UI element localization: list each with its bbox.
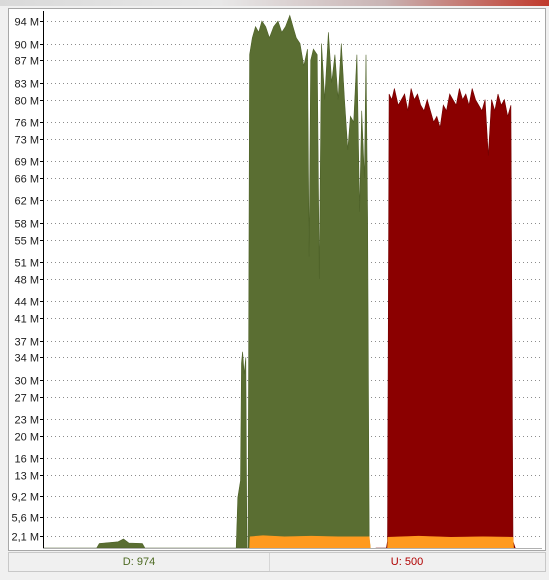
y-tick-label-24: 87 M	[15, 56, 39, 68]
y-tick-label-15: 55 M	[15, 236, 39, 248]
y-tick-label-22: 80 M	[15, 96, 39, 108]
y-tick-label-8: 30 M	[15, 376, 39, 388]
y-tick-label-5: 20 M	[15, 432, 39, 444]
y-tick-label-7: 27 M	[15, 393, 39, 405]
status-bar: D: 974 U: 500	[8, 552, 546, 572]
download-area	[43, 14, 371, 549]
download-overhead-area	[249, 535, 371, 549]
y-tick-label-11: 41 M	[15, 314, 39, 326]
bandwidth-graph: 2,1 M 5,6 M 9,2 M 13 M 16 M 20 M 23 M 27 M 30 M 3…	[8, 8, 546, 551]
y-tick-label-12: 44 M	[15, 297, 39, 309]
upload-overhead-area	[387, 535, 514, 549]
y-tick-label-6: 23 M	[15, 415, 39, 427]
y-tick-label-23: 83 M	[15, 79, 39, 91]
download-total-label: D: 974	[9, 553, 270, 571]
y-tick-label-9: 34 M	[15, 353, 39, 365]
y-tick-label-1: 5,6 M	[11, 513, 39, 525]
y-tick-label-25: 90 M	[15, 40, 39, 52]
y-tick-label-4: 16 M	[15, 454, 39, 466]
y-tick-label-3: 13 M	[15, 471, 39, 483]
y-tick-label-21: 76 M	[15, 118, 39, 130]
y-tick-label-20: 73 M	[15, 135, 39, 147]
upload-total-label: U: 500	[390, 556, 424, 568]
window-top-strip	[0, 0, 549, 6]
y-tick-label-19: 69 M	[15, 157, 39, 169]
y-tick-label-26: 94 M	[15, 17, 39, 29]
y-tick-label-18: 66 M	[15, 174, 39, 186]
y-tick-label-10: 37 M	[15, 337, 39, 349]
y-tick-label-2: 9,2 M	[11, 492, 39, 504]
y-tick-label-0: 2,1 M	[11, 532, 39, 544]
y-tick-label-16: 58 M	[15, 219, 39, 231]
y-tick-label-14: 51 M	[15, 258, 39, 270]
y-tick-label-17: 62 M	[15, 196, 39, 208]
bandwidth-graph-canvas: 2,1 M 5,6 M 9,2 M 13 M 16 M 20 M 23 M 27 M 30 M 3…	[11, 11, 542, 549]
y-tick-label-13: 48 M	[15, 275, 39, 287]
upload-area	[375, 88, 516, 549]
